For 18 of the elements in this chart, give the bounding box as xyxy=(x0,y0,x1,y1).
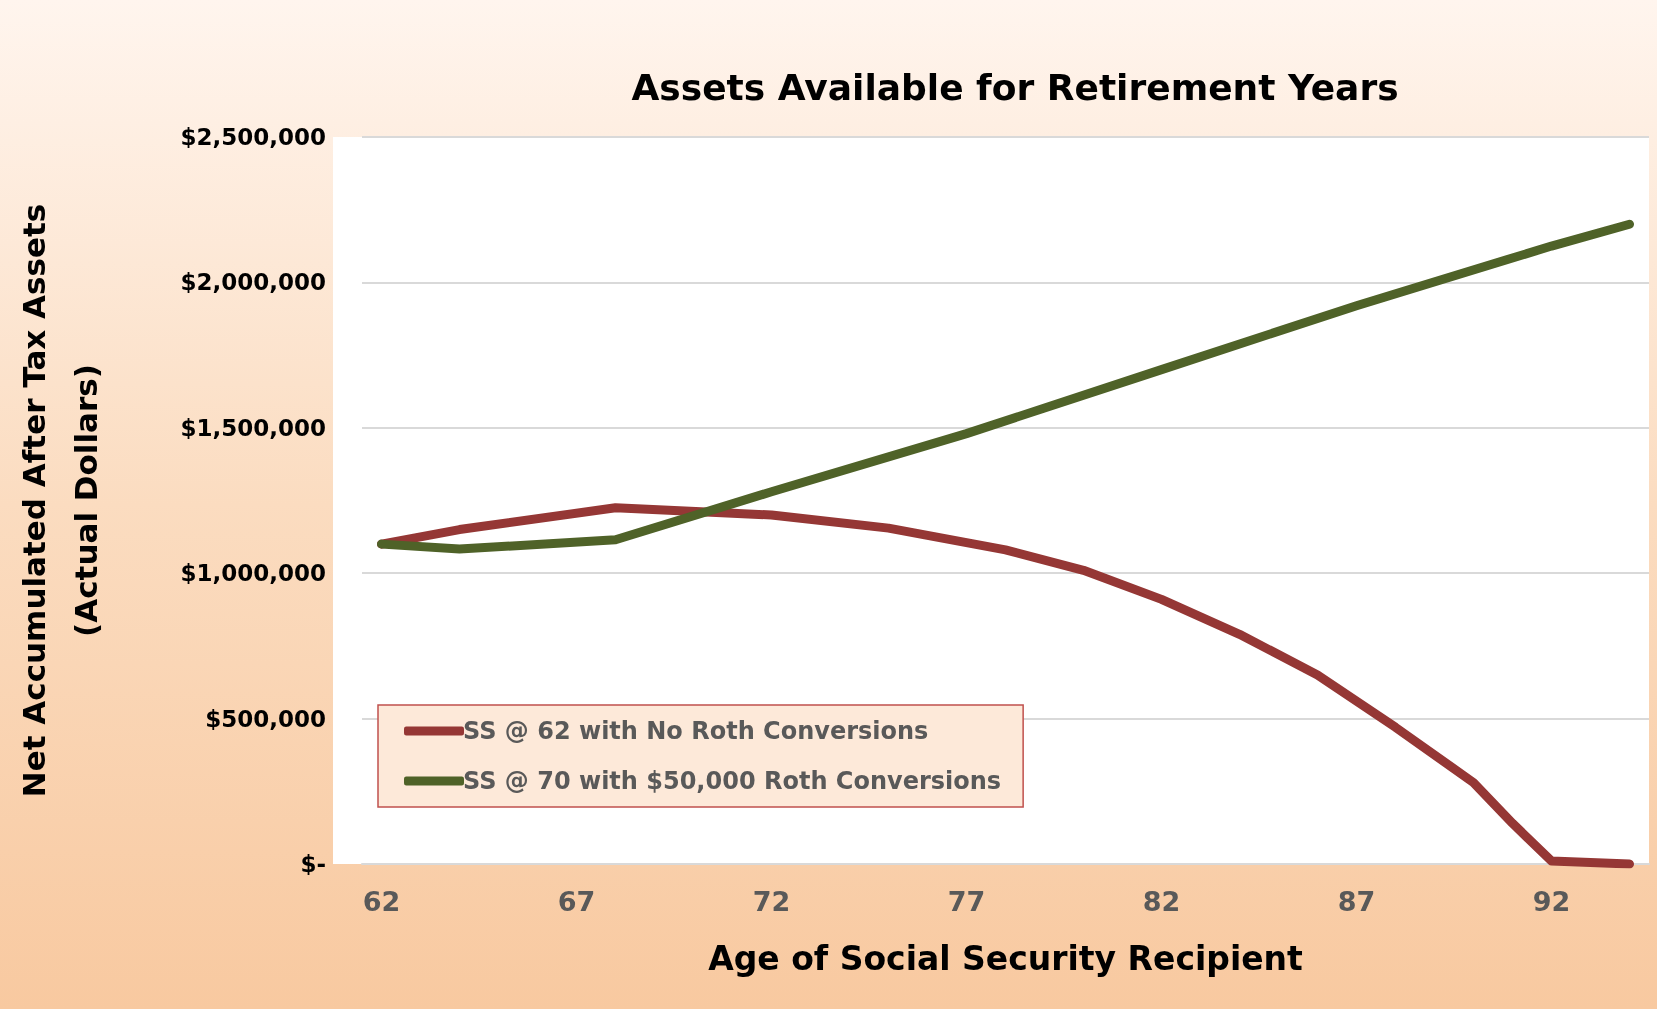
y-tick-label: $2,000,000 xyxy=(180,269,326,296)
y-tick-label: $500,000 xyxy=(205,705,326,732)
chart-title: Assets Available for Retirement Years xyxy=(631,66,1399,108)
x-tick-label: 82 xyxy=(1142,886,1181,917)
x-tick-label: 67 xyxy=(557,886,596,917)
x-tick-label: 87 xyxy=(1337,886,1376,917)
x-tick-label: 62 xyxy=(362,886,401,917)
x-tick-label: 92 xyxy=(1532,886,1571,917)
y-tick-label: $- xyxy=(300,851,326,877)
x-axis-title: Age of Social Security Recipient xyxy=(708,939,1304,978)
x-tick-label: 77 xyxy=(947,886,986,917)
y-tick-label: $2,500,000 xyxy=(180,124,326,150)
x-tick-label: 72 xyxy=(752,886,791,917)
y-tick-label: $1,000,000 xyxy=(180,560,326,587)
y-tick-label: $1,500,000 xyxy=(180,414,326,441)
legend-label: SS @ 70 with $50,000 Roth Conversions xyxy=(463,767,1002,795)
legend-label: SS @ 62 with No Roth Conversions xyxy=(463,717,929,745)
y-axis-title: Net Accumulated After Tax Assets (Actual Dollars) xyxy=(16,203,104,798)
